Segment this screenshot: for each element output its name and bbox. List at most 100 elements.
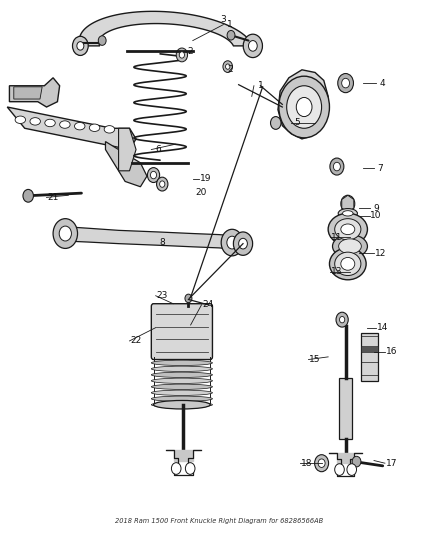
Text: 5: 5 xyxy=(295,118,300,127)
Text: 20: 20 xyxy=(196,188,207,197)
Circle shape xyxy=(352,456,361,467)
Polygon shape xyxy=(7,107,136,150)
Polygon shape xyxy=(361,346,378,352)
Circle shape xyxy=(271,117,281,130)
Text: 21: 21 xyxy=(47,193,59,202)
Circle shape xyxy=(159,181,165,187)
Ellipse shape xyxy=(30,118,40,125)
Ellipse shape xyxy=(151,390,212,395)
Circle shape xyxy=(221,229,243,256)
Polygon shape xyxy=(64,227,232,249)
Ellipse shape xyxy=(151,372,212,377)
Circle shape xyxy=(226,64,230,69)
Circle shape xyxy=(77,42,84,50)
Circle shape xyxy=(243,34,262,58)
Ellipse shape xyxy=(151,366,212,372)
Circle shape xyxy=(314,455,328,472)
Text: 1: 1 xyxy=(227,20,233,29)
Circle shape xyxy=(150,171,156,179)
Circle shape xyxy=(227,236,237,249)
Bar xyxy=(339,378,352,439)
Circle shape xyxy=(239,238,247,249)
Circle shape xyxy=(279,76,329,138)
Text: 7: 7 xyxy=(378,164,383,173)
Circle shape xyxy=(98,36,106,45)
Polygon shape xyxy=(329,453,362,463)
Text: 24: 24 xyxy=(202,300,214,309)
Ellipse shape xyxy=(74,123,85,130)
Circle shape xyxy=(179,52,184,58)
Circle shape xyxy=(176,48,187,62)
Text: 10: 10 xyxy=(371,212,382,221)
Text: 17: 17 xyxy=(386,459,397,467)
Text: 6: 6 xyxy=(155,145,161,154)
Text: 1: 1 xyxy=(258,81,263,90)
Ellipse shape xyxy=(343,211,353,216)
Ellipse shape xyxy=(151,402,212,407)
Text: 22: 22 xyxy=(131,336,141,345)
Polygon shape xyxy=(166,450,201,461)
Circle shape xyxy=(53,219,78,248)
Polygon shape xyxy=(278,70,328,139)
Ellipse shape xyxy=(151,360,212,366)
FancyBboxPatch shape xyxy=(151,304,212,360)
Circle shape xyxy=(185,463,195,474)
Text: 12: 12 xyxy=(375,249,386,258)
Polygon shape xyxy=(106,142,147,187)
Circle shape xyxy=(342,78,350,88)
Text: 2018 Ram 1500 Front Knuckle Right Diagram for 68286566AB: 2018 Ram 1500 Front Knuckle Right Diagra… xyxy=(115,518,323,524)
Text: 23: 23 xyxy=(156,291,168,300)
Text: 3: 3 xyxy=(220,15,226,24)
Circle shape xyxy=(341,195,355,212)
Polygon shape xyxy=(10,78,60,107)
Polygon shape xyxy=(361,333,378,381)
Text: 14: 14 xyxy=(377,323,389,332)
Text: 19: 19 xyxy=(200,174,212,183)
Text: 2: 2 xyxy=(227,66,233,74)
Text: 4: 4 xyxy=(380,78,385,87)
Circle shape xyxy=(185,294,192,303)
Text: 15: 15 xyxy=(309,355,321,364)
Circle shape xyxy=(156,177,168,191)
Circle shape xyxy=(287,86,321,128)
Text: 16: 16 xyxy=(386,347,397,356)
Circle shape xyxy=(227,30,235,40)
Ellipse shape xyxy=(329,248,366,280)
Text: 8: 8 xyxy=(159,238,165,247)
Circle shape xyxy=(333,163,340,171)
Polygon shape xyxy=(119,128,136,171)
Circle shape xyxy=(23,189,33,202)
Ellipse shape xyxy=(338,208,357,218)
Text: 9: 9 xyxy=(373,204,379,213)
Ellipse shape xyxy=(153,400,210,409)
Ellipse shape xyxy=(341,257,355,270)
Ellipse shape xyxy=(104,126,115,133)
Text: 11: 11 xyxy=(331,233,343,242)
Circle shape xyxy=(296,98,312,117)
Circle shape xyxy=(233,232,253,255)
Text: 13: 13 xyxy=(331,268,343,276)
Ellipse shape xyxy=(151,396,212,401)
Circle shape xyxy=(330,158,344,175)
Circle shape xyxy=(171,463,181,474)
Circle shape xyxy=(338,74,353,93)
Circle shape xyxy=(223,61,233,72)
Ellipse shape xyxy=(89,124,100,132)
Circle shape xyxy=(335,464,344,475)
Ellipse shape xyxy=(151,384,212,390)
Circle shape xyxy=(73,36,88,55)
Text: 2: 2 xyxy=(188,47,194,55)
Circle shape xyxy=(347,464,357,475)
Ellipse shape xyxy=(341,224,355,235)
Ellipse shape xyxy=(328,213,367,245)
Ellipse shape xyxy=(151,378,212,383)
Circle shape xyxy=(336,312,348,327)
Polygon shape xyxy=(14,87,42,99)
Ellipse shape xyxy=(15,116,25,124)
Circle shape xyxy=(339,317,345,323)
Ellipse shape xyxy=(332,235,367,258)
Text: 18: 18 xyxy=(300,459,312,467)
Ellipse shape xyxy=(335,252,361,276)
Polygon shape xyxy=(79,11,253,46)
Circle shape xyxy=(59,226,71,241)
